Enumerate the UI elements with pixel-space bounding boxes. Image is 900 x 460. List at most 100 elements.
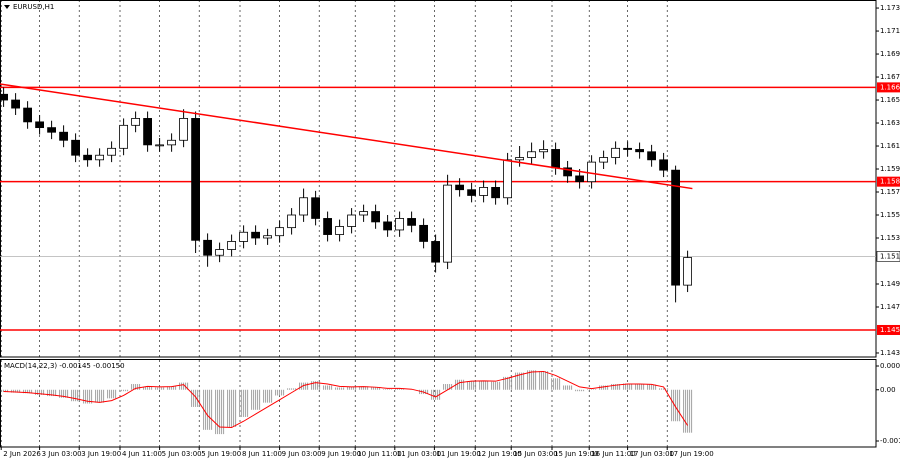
x-tick-label: 5 Jun 03:00 (162, 450, 202, 458)
candle-body (47, 127, 56, 133)
candle-body (287, 214, 297, 229)
candle-body (239, 231, 249, 242)
candle-body (263, 235, 273, 239)
x-tick-label: 17 Jun 03:00 (630, 450, 674, 458)
level-label: 1.1666 (880, 83, 900, 91)
candle-body (0, 93, 8, 101)
current-price-label: 1.1519 (880, 252, 900, 260)
level-label: 1.1455 (880, 326, 900, 334)
level-label: 1.1584 (880, 178, 900, 186)
x-tick-label: 11 Jun 03:00 (397, 450, 441, 458)
x-tick-label: 3 Jun 03:00 (42, 450, 82, 458)
candle-body (539, 149, 548, 153)
candle-body (251, 231, 261, 239)
candle-body (155, 144, 165, 147)
candle-body (359, 211, 369, 216)
x-tick-label: 5 Jun 19:00 (201, 450, 241, 458)
x-tick-label: 11 Jun 19:00 (436, 450, 480, 458)
y-tick-label: 1.1695 (880, 50, 900, 58)
candle-body (347, 214, 357, 227)
candle-body (563, 167, 572, 177)
candle-body (503, 159, 513, 199)
candle-body (83, 154, 92, 161)
y-tick-label: 1.1535 (880, 234, 900, 242)
candle-body (119, 124, 128, 149)
candle-body (167, 139, 177, 146)
candle-body (191, 118, 201, 241)
y-tick-label: 1.1675 (880, 73, 900, 81)
candle-body (443, 184, 453, 263)
symbol-marker (4, 5, 10, 9)
macd-label: MACD(14,22,3) -0.00145 -0.00150 (4, 362, 125, 370)
candle-body (311, 197, 321, 219)
y-tick-label: 0.00 (880, 386, 896, 394)
candle-body (551, 149, 560, 169)
x-tick-label: 17 Jun 19:00 (669, 450, 713, 458)
candle-body (455, 184, 465, 191)
candle-body (299, 197, 309, 216)
y-tick-label: 1.1655 (880, 96, 900, 104)
candle-body (407, 218, 417, 226)
candle-body (95, 154, 104, 161)
y-tick-label: 1.1735 (880, 4, 900, 12)
candle-body (527, 151, 536, 158)
candle-body (227, 241, 237, 250)
y-tick-label: 1.1475 (880, 303, 900, 311)
candle-body (107, 147, 116, 156)
x-tick-label: 8 Jun 11:00 (242, 450, 282, 458)
x-tick-label: 9 Jun 03:00 (282, 450, 322, 458)
candle-body (179, 118, 189, 141)
candle-body (611, 147, 620, 158)
trendline (0, 83, 693, 190)
candle-body (131, 118, 141, 126)
y-tick-label: 1.1435 (880, 349, 900, 357)
candle-body (59, 131, 68, 141)
candle-body (671, 169, 680, 286)
y-tick-label: 1.1495 (880, 280, 900, 288)
candle-body (659, 159, 668, 171)
candle-body (479, 187, 489, 196)
x-tick-label: 12 Jun 19:00 (477, 450, 521, 458)
candle-body (323, 218, 333, 235)
level-label-box (877, 324, 900, 335)
candle-body (275, 227, 285, 237)
y-tick-label: 1.1575 (880, 188, 900, 196)
candle-body (71, 139, 80, 156)
candle-body (215, 249, 225, 256)
x-tick-label: 16 Jun 11:00 (591, 450, 635, 458)
x-tick-label: 3 Jun 19:00 (81, 450, 121, 458)
candle-body (23, 107, 33, 123)
price-panel-frame (0, 0, 877, 358)
candle-body (395, 218, 405, 231)
macd-signal (3, 370, 689, 429)
x-tick-label: 9 Jun 19:00 (321, 450, 361, 458)
candle-body (575, 175, 584, 183)
candle-body (335, 226, 345, 235)
y-tick-label: 1.1595 (880, 165, 900, 173)
x-tick-label: 4 Jun 11:00 (122, 450, 162, 458)
x-tick-label: 2 Jun 2026 (3, 450, 41, 458)
y-tick-label: -0.00179 (880, 437, 900, 445)
candle-body (599, 157, 608, 163)
candle-body (467, 189, 477, 196)
x-tick-label: 15 Jun 03:00 (513, 450, 557, 458)
current-price-box (876, 251, 900, 262)
y-tick-label: 1.1555 (880, 211, 900, 219)
macd-panel-frame (0, 359, 877, 448)
candle-body (383, 221, 393, 231)
y-tick-label: 1.1635 (880, 119, 900, 127)
candle-body (623, 147, 632, 150)
candle-body (143, 118, 153, 146)
y-tick-label: 1.1615 (880, 142, 900, 150)
y-tick-label: 1.1715 (880, 27, 900, 35)
level-label-box (877, 82, 900, 93)
candle-body (431, 241, 441, 263)
level-label-box (877, 176, 900, 187)
candle-body (371, 211, 381, 223)
candle-body (491, 187, 501, 199)
x-tick-label: 10 Jun 11:00 (357, 450, 401, 458)
candle-body (683, 257, 692, 286)
candle-body (11, 99, 21, 109)
candle-body (203, 239, 213, 256)
